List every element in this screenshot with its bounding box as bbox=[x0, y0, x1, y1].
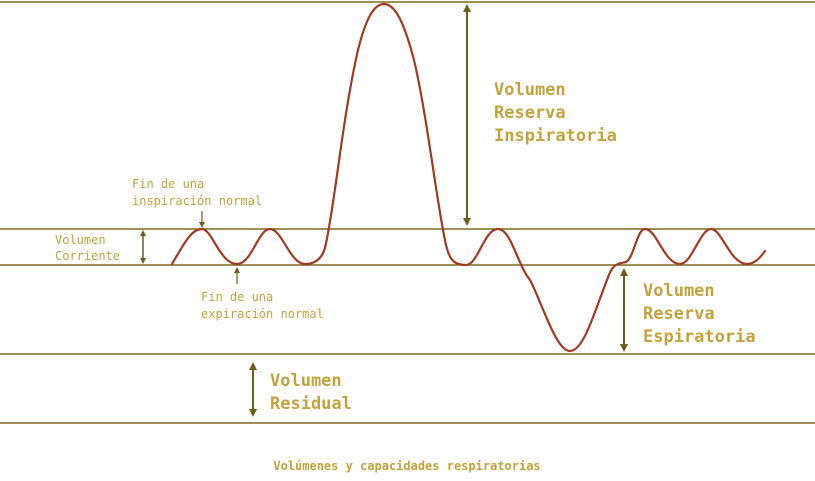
erv-label-line-2: Reserva bbox=[643, 304, 715, 324]
tidal-label-line-1: Volumen bbox=[55, 233, 106, 247]
tidal-label: Volumen Corriente bbox=[55, 233, 120, 263]
irv-label-line-1: Volumen bbox=[494, 80, 566, 100]
breathing-curve bbox=[170, 2, 767, 353]
tidal-label-line-2: Corriente bbox=[55, 249, 120, 263]
erv-label-line-1: Volumen bbox=[643, 281, 715, 301]
erv-label: Volumen Reserva Espiratoria bbox=[643, 281, 756, 347]
end-expiration-line-1: Fin de una bbox=[201, 290, 273, 304]
end-expiration-label: Fin de una expiración normal bbox=[201, 290, 324, 321]
end-inspiration-label: Fin de una inspiración normal bbox=[132, 177, 262, 208]
end-inspiration-line-1: Fin de una bbox=[132, 177, 204, 191]
residual-label-line-2: Residual bbox=[270, 394, 352, 414]
end-expiration-line-2: expiración normal bbox=[201, 307, 324, 321]
diagram-caption: Volúmenes y capacidades respiratorias bbox=[273, 459, 540, 473]
irv-label: Volumen Reserva Inspiratoria bbox=[494, 80, 617, 146]
residual-label-line-1: Volumen bbox=[270, 371, 342, 391]
end-inspiration-line-2: inspiración normal bbox=[132, 194, 262, 208]
irv-label-line-2: Reserva bbox=[494, 103, 566, 123]
irv-label-line-3: Inspiratoria bbox=[494, 126, 617, 146]
erv-label-line-3: Espiratoria bbox=[643, 327, 756, 347]
residual-label: Volumen Residual bbox=[270, 371, 352, 414]
